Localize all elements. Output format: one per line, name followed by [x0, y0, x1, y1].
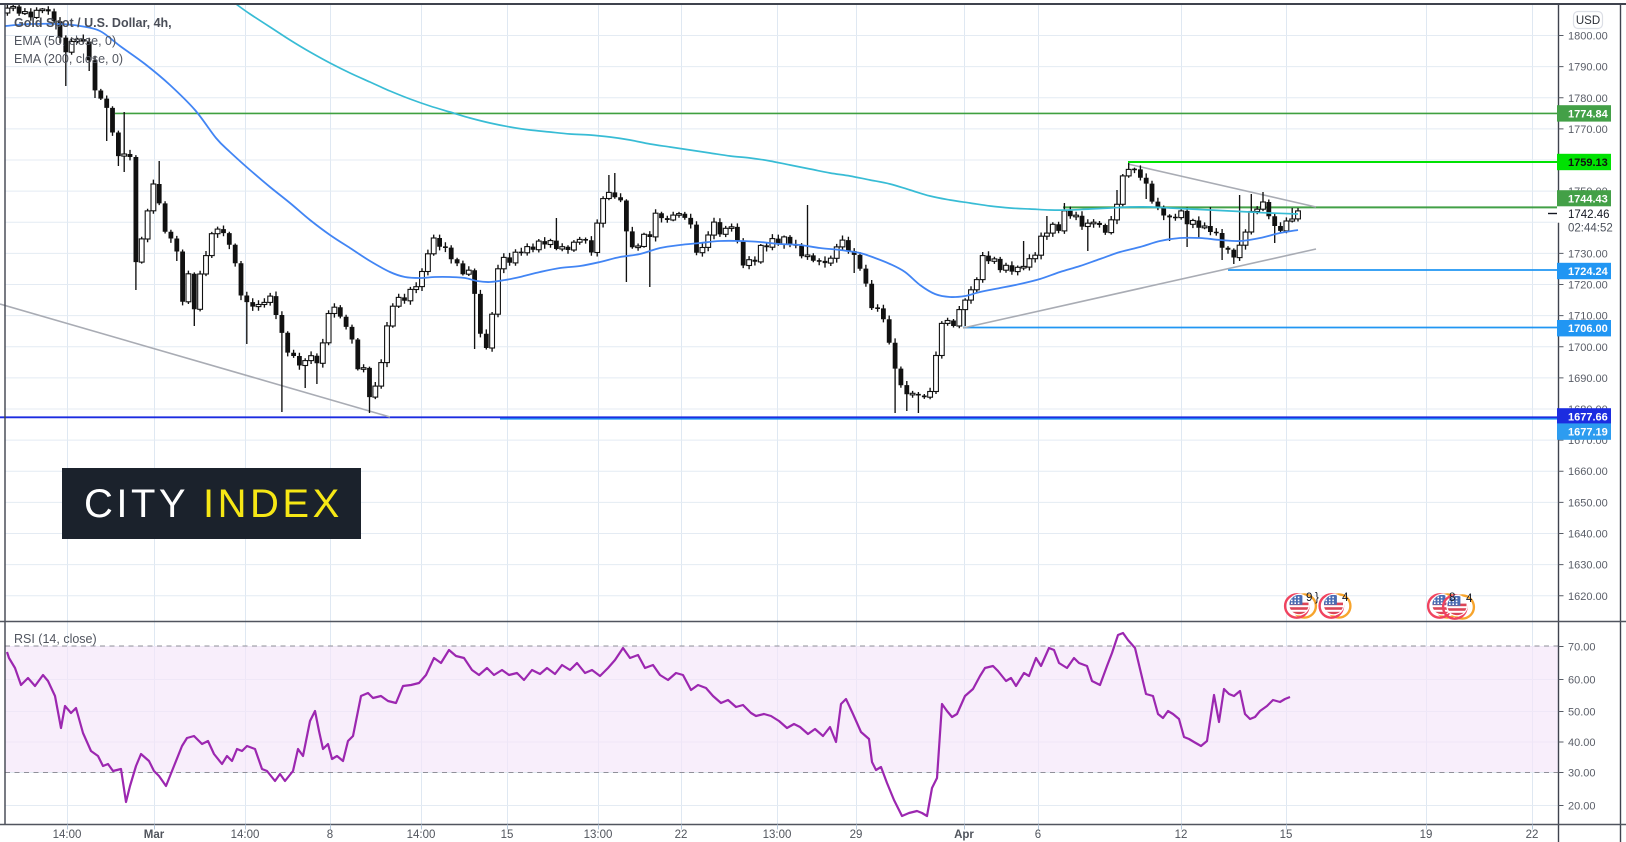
- svg-text:Apr: Apr: [954, 829, 974, 841]
- svg-text:1780.00: 1780.00: [1568, 93, 1608, 105]
- svg-text:USD: USD: [1576, 15, 1600, 27]
- svg-text:8: 8: [1449, 592, 1455, 604]
- svg-text:1640.00: 1640.00: [1568, 529, 1608, 541]
- svg-text:1700.00: 1700.00: [1568, 342, 1608, 354]
- svg-text:1630.00: 1630.00: [1568, 560, 1608, 572]
- svg-text:9: 9: [1306, 592, 1312, 604]
- svg-text:1706.00: 1706.00: [1568, 323, 1608, 335]
- svg-text:40.00: 40.00: [1568, 737, 1596, 749]
- svg-text:CITY INDEX: CITY INDEX: [84, 482, 343, 526]
- svg-text:1742.46: 1742.46: [1568, 209, 1610, 221]
- svg-text:13:00: 13:00: [584, 829, 613, 841]
- svg-text:15: 15: [501, 829, 514, 841]
- svg-text:1744.43: 1744.43: [1568, 193, 1608, 205]
- svg-text:EMA (50, close, 0): EMA (50, close, 0): [14, 34, 116, 48]
- svg-text:60.00: 60.00: [1568, 675, 1596, 687]
- svg-text:14:00: 14:00: [53, 829, 82, 841]
- svg-text:6: 6: [1035, 829, 1041, 841]
- svg-text:1650.00: 1650.00: [1568, 497, 1608, 509]
- svg-text:12: 12: [1175, 829, 1188, 841]
- svg-text:1660.00: 1660.00: [1568, 466, 1608, 478]
- svg-text:1790.00: 1790.00: [1568, 62, 1608, 74]
- svg-text:4: 4: [1466, 593, 1473, 605]
- svg-text:1720.00: 1720.00: [1568, 280, 1608, 292]
- svg-text:50.00: 50.00: [1568, 707, 1596, 719]
- svg-text:22: 22: [1526, 829, 1539, 841]
- svg-text:4: 4: [1342, 592, 1349, 604]
- svg-text:1774.84: 1774.84: [1568, 108, 1609, 120]
- svg-text:29: 29: [850, 829, 863, 841]
- svg-text:1710.00: 1710.00: [1568, 311, 1608, 323]
- svg-text:13:00: 13:00: [763, 829, 792, 841]
- svg-text:8: 8: [327, 829, 333, 841]
- svg-text:14:00: 14:00: [231, 829, 260, 841]
- svg-text:1770.00: 1770.00: [1568, 124, 1608, 136]
- svg-text:RSI (14, close): RSI (14, close): [14, 632, 97, 646]
- svg-text:30.00: 30.00: [1568, 768, 1596, 780]
- svg-text:15: 15: [1280, 829, 1293, 841]
- svg-text:Mar: Mar: [144, 829, 165, 841]
- svg-text:14:00: 14:00: [407, 829, 436, 841]
- svg-text:70.00: 70.00: [1568, 642, 1596, 654]
- svg-text:1730.00: 1730.00: [1568, 248, 1608, 260]
- svg-text:Gold Spot / U.S. Dollar, 4h,: Gold Spot / U.S. Dollar, 4h,: [14, 16, 172, 30]
- svg-text:02:44:52: 02:44:52: [1568, 223, 1613, 235]
- svg-text:1620.00: 1620.00: [1568, 591, 1608, 603]
- svg-text:1724.24: 1724.24: [1568, 266, 1609, 278]
- svg-text:20.00: 20.00: [1568, 801, 1596, 813]
- svg-text:1759.13: 1759.13: [1568, 157, 1608, 169]
- svg-text:1800.00: 1800.00: [1568, 31, 1608, 43]
- svg-text:1677.19: 1677.19: [1568, 427, 1608, 439]
- svg-text:1690.00: 1690.00: [1568, 373, 1608, 385]
- svg-text:EMA (200, close, 0): EMA (200, close, 0): [14, 52, 123, 66]
- svg-text:}: }: [1315, 592, 1319, 604]
- svg-text:19: 19: [1420, 829, 1433, 841]
- svg-text:1677.66: 1677.66: [1568, 411, 1608, 423]
- svg-text:22: 22: [675, 829, 688, 841]
